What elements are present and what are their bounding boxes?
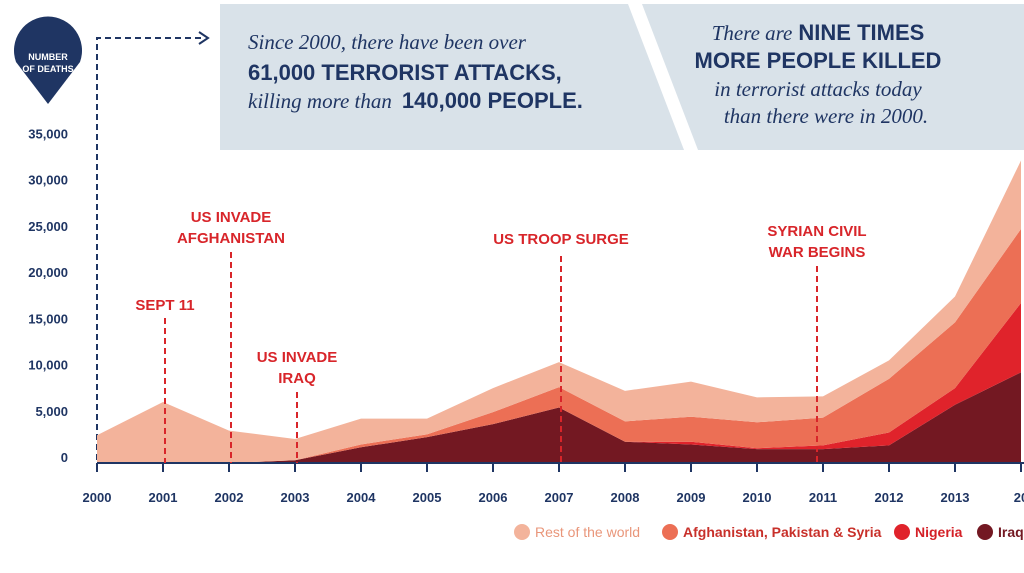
- y-tick-label: 25,000: [28, 219, 68, 234]
- info-panel-right: [642, 4, 1024, 150]
- x-tick-label: 2012: [875, 490, 904, 505]
- legend-swatch: [894, 524, 910, 540]
- legend-label: Rest of the world: [535, 524, 640, 540]
- info-panel-left: [220, 4, 684, 150]
- panel-right-line3: in terrorist attacks today: [714, 77, 922, 101]
- y-axis-ticks: 0 5,000 10,000 15,000 20,000 25,000 30,000 35,0…: [28, 126, 68, 465]
- legend-label: Afghanistan, Pakistan & Syria: [683, 524, 882, 540]
- panel-left-line1: Since 2000, there have been over: [248, 30, 527, 54]
- event-label: US INVADE: [191, 209, 272, 226]
- area-iraq: [97, 372, 1021, 463]
- panel-left-line3: killing more than 140,000 PEOPLE.: [248, 88, 583, 113]
- legend: Rest of the world Afghanistan, Pakistan &…: [514, 524, 1024, 540]
- panel-right-line1: There are NINE TIMES: [712, 20, 925, 45]
- x-tick-label: 2001: [149, 490, 178, 505]
- event-label: SYRIAN CIVIL: [767, 223, 866, 240]
- event-label: AFGHANISTAN: [177, 230, 285, 247]
- legend-label: Nigeria: [915, 524, 963, 540]
- deaths-badge: NUMBER OF DEATHS: [14, 16, 82, 105]
- x-tick-label: 20: [1014, 490, 1024, 505]
- pointer-arrow: [96, 31, 210, 460]
- y-tick-label: 20,000: [28, 265, 68, 280]
- event-label: WAR BEGINS: [769, 244, 866, 261]
- y-tick-label: 30,000: [28, 173, 68, 188]
- event-label: IRAQ: [278, 370, 316, 387]
- legend-swatch: [514, 524, 530, 540]
- x-tick-label: 2009: [677, 490, 706, 505]
- y-tick-label: 5,000: [35, 404, 68, 419]
- legend-label: Iraq: [998, 524, 1024, 540]
- x-tick-label: 2005: [413, 490, 442, 505]
- x-tick-label: 2000: [83, 490, 112, 505]
- x-tick-label: 2002: [215, 490, 244, 505]
- legend-swatch: [662, 524, 678, 540]
- x-tick-label: 2010: [743, 490, 772, 505]
- x-tick-label: 2007: [545, 490, 574, 505]
- x-tick-label: 2003: [281, 490, 310, 505]
- y-tick-label: 15,000: [28, 311, 68, 326]
- badge-line1: NUMBER: [28, 52, 68, 62]
- panel-right-line2: MORE PEOPLE KILLED: [695, 48, 942, 73]
- x-tick-label: 2004: [347, 490, 377, 505]
- x-tick-label: 2008: [611, 490, 640, 505]
- x-tick-label: 2013: [941, 490, 970, 505]
- panel-left-line2: 61,000 TERRORIST ATTACKS,: [248, 60, 562, 85]
- area-rest-of-the-world: [97, 160, 1021, 463]
- event-label: SEPT 11: [135, 297, 194, 314]
- x-tick-label: 2011: [809, 490, 837, 505]
- y-tick-label: 10,000: [28, 358, 68, 373]
- badge-line2: OF DEATHS: [22, 64, 73, 74]
- x-tick-label: 2006: [479, 490, 508, 505]
- event-markers: SEPT 11 US INVADE AFGHANISTAN US INVADE IRAQ…: [135, 209, 867, 463]
- panel-right-line4: than there were in 2000.: [724, 104, 928, 128]
- x-axis-ticks: 2000 2001 2002 2003 2004 2005 2006 2007 2008 2009…: [83, 463, 1024, 505]
- event-label: US TROOP SURGE: [493, 231, 629, 248]
- y-tick-label: 0: [61, 450, 68, 465]
- legend-swatch: [977, 524, 993, 540]
- y-tick-label: 35,000: [28, 126, 68, 141]
- stacked-areas: [97, 160, 1021, 463]
- event-label: US INVADE: [257, 349, 338, 366]
